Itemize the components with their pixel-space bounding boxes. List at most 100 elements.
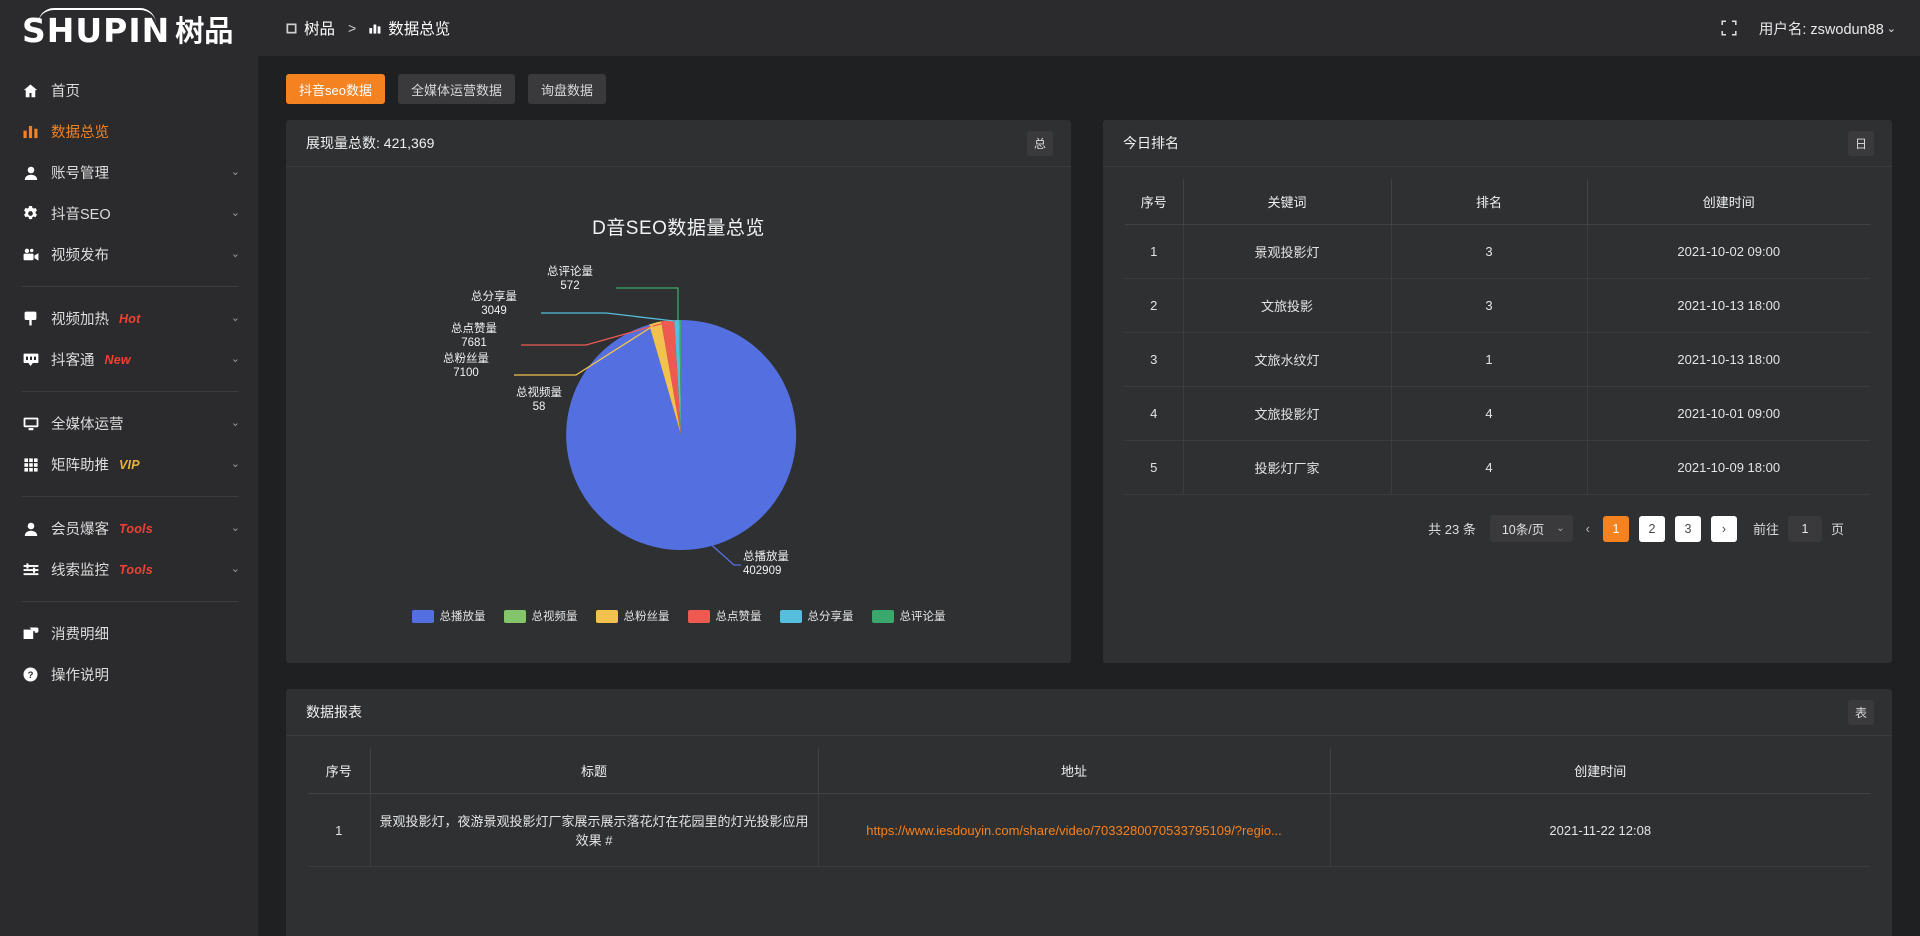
sidebar-item-member-boost[interactable]: 会员爆客 Tools ⌄ [0, 508, 258, 549]
pie-slice-likes[interactable] [661, 320, 681, 435]
ranking-cell-rank: 4 [1391, 440, 1588, 495]
ranking-cell-keyword: 景观投影灯 [1183, 224, 1392, 279]
question-circle-icon: ? [20, 667, 41, 683]
pagination-jump-input[interactable] [1787, 515, 1822, 542]
chevron-down-icon: ⌄ [1886, 22, 1896, 35]
legend-swatch-fans [595, 609, 618, 623]
sidebar-item-douketong[interactable]: 抖客通 New ⌄ [0, 339, 258, 380]
legend-swatch-comments [871, 609, 894, 623]
sidebar-item-consumption-detail[interactable]: 消费明细 [0, 613, 258, 654]
pagination-page-3[interactable]: 3 [1674, 515, 1701, 542]
page-size-value: 10条/页 [1501, 523, 1545, 537]
pagination-next-button[interactable]: › [1710, 515, 1737, 542]
sidebar-label-member-boost: 会员爆客 [51, 522, 109, 538]
report-table-header-row: 序号 标题 地址 创建时间 [308, 748, 1870, 794]
chart-card: 展现量总数: 421,369 总 D音SEO数据量总览 [286, 120, 1071, 663]
fullscreen-icon[interactable] [1721, 20, 1737, 36]
brand-logo[interactable]: SHUPIN 树品 [0, 0, 258, 56]
ranking-cell-index: 3 [1125, 332, 1184, 387]
legend-item-playback[interactable]: 总播放量 [411, 608, 486, 624]
sidebar-item-account-management[interactable]: 账号管理 ⌄ [0, 152, 258, 193]
gear-icon [20, 206, 41, 222]
legend-item-shares[interactable]: 总分享量 [779, 608, 854, 624]
chevron-down-icon: ⌄ [230, 458, 240, 470]
pagination-total: 共 23 条 [1428, 522, 1476, 537]
ranking-title: 今日排名 [1123, 135, 1179, 151]
chevron-down-icon: ⌄ [230, 563, 240, 575]
pagination-page-1[interactable]: 1 [1602, 515, 1629, 542]
sidebar-item-douyin-seo[interactable]: 抖音SEO ⌄ [0, 193, 258, 234]
breadcrumb-separator: > [348, 20, 357, 36]
chart-card-header: 展现量总数: 421,369 总 [286, 120, 1071, 167]
tab-douyin-seo[interactable]: 抖音seo数据 [286, 74, 385, 104]
sidebar-label-douketong: 抖客通 [51, 353, 95, 369]
ranking-period-day-button[interactable]: 日 [1848, 130, 1874, 156]
sidebar-item-omni-media[interactable]: 全媒体运营 ⌄ [0, 403, 258, 444]
page-size-select[interactable]: 10条/页 ⌄ [1489, 515, 1573, 542]
chart-bar-icon [369, 23, 381, 34]
legend-item-comments[interactable]: 总评论量 [871, 608, 946, 624]
tab-omni-media[interactable]: 全媒体运营数据 [397, 74, 515, 104]
ranking-col-index: 序号 [1125, 179, 1184, 225]
legend-item-fans[interactable]: 总粉丝量 [595, 608, 670, 624]
legend-label-comments: 总评论量 [899, 611, 946, 623]
table-row[interactable]: 2 文旅投影 3 2021-10-13 18:00 [1125, 278, 1870, 333]
sliders-icon [20, 562, 41, 578]
pagination-page-2[interactable]: 2 [1638, 515, 1665, 542]
table-row[interactable]: 1 景观投影灯 3 2021-10-02 09:00 [1125, 224, 1870, 279]
sidebar-label-video-boost: 视频加热 [51, 312, 109, 328]
table-row[interactable]: 4 文旅投影灯 4 2021-10-01 09:00 [1125, 386, 1870, 441]
user-menu[interactable]: 用户名: zswodun88 ⌄ [1759, 18, 1896, 39]
sidebar-divider-4 [22, 601, 238, 602]
sidebar-badge-vip: VIP [119, 457, 140, 472]
sidebar-item-data-overview[interactable]: 数据总览 [0, 111, 258, 152]
report-cell-index: 1 [308, 793, 371, 867]
table-row[interactable]: 1 景观投影灯，夜游景观投影灯厂家展示展示落花灯在花园里的灯光投影应用效果 # … [308, 793, 1870, 867]
chart-title: D音SEO数据量总览 [592, 218, 765, 239]
breadcrumb-current-label: 数据总览 [388, 21, 451, 38]
ranking-pagination: 共 23 条 10条/页 ⌄ ‹ 1 2 3 › 前往 [1125, 495, 1870, 542]
table-row[interactable]: 3 文旅水纹灯 1 2021-10-13 18:00 [1125, 332, 1870, 387]
sidebar-item-instructions[interactable]: ? 操作说明 [0, 654, 258, 695]
chevron-down-icon: ⌄ [230, 207, 240, 219]
tab-inquiry[interactable]: 询盘数据 [527, 74, 606, 104]
ranking-cell-index: 5 [1125, 440, 1184, 495]
sidebar-badge-tools-member: Tools [119, 521, 153, 536]
sidebar-item-matrix-push[interactable]: 矩阵助推 VIP ⌄ [0, 444, 258, 485]
sidebar-label-lead-monitor: 线索监控 [51, 563, 109, 579]
impressions-total-label: 展现量总数: 421,369 [306, 135, 435, 151]
pie-slice-shares[interactable] [674, 319, 681, 435]
pagination-prev-button[interactable]: ‹ [1585, 521, 1590, 536]
ranking-cell-rank: 3 [1391, 278, 1588, 333]
sidebar-label-instructions: 操作说明 [51, 668, 109, 684]
sidebar-item-home[interactable]: 首页 [0, 70, 258, 111]
sidebar-item-video-boost[interactable]: 视频加热 Hot ⌄ [0, 298, 258, 339]
svg-text:?: ? [28, 670, 34, 681]
ranking-cell-created: 2021-10-13 18:00 [1587, 278, 1870, 333]
report-video-link[interactable]: https://www.iesdouyin.com/share/video/70… [866, 822, 1282, 838]
report-cell-url[interactable]: https://www.iesdouyin.com/share/video/70… [818, 793, 1331, 867]
report-col-url: 地址 [818, 748, 1331, 794]
sidebar-label-account-management: 账号管理 [51, 166, 109, 182]
breadcrumb-root[interactable]: 树品 [286, 17, 335, 39]
sidebar-item-lead-monitor[interactable]: 线索监控 Tools ⌄ [0, 549, 258, 590]
chart-period-total-button[interactable]: 总 [1027, 130, 1053, 156]
report-table-view-button[interactable]: 表 [1848, 699, 1874, 725]
sidebar-divider-2 [22, 391, 238, 392]
ranking-card: 今日排名 日 序号 关键词 排名 创建时间 [1103, 120, 1892, 663]
ranking-col-created: 创建时间 [1587, 179, 1870, 225]
breadcrumb-root-label: 树品 [304, 21, 336, 38]
sidebar-item-video-publish[interactable]: 视频发布 ⌄ [0, 234, 258, 275]
home-icon [20, 83, 41, 99]
table-row[interactable]: 5 投影灯厂家 4 2021-10-09 18:00 [1125, 440, 1870, 495]
legend-item-videos[interactable]: 总视频量 [503, 608, 578, 624]
pie-slice-fans[interactable] [649, 321, 681, 435]
leader-line-shares [541, 312, 675, 322]
legend-swatch-videos [503, 609, 526, 623]
pie-label-playback: 总播放量 402909 [743, 551, 789, 577]
wallet-icon [20, 626, 41, 642]
pie-slice-playback[interactable] [566, 319, 797, 550]
pie-chart: D音SEO数据量总览 [286, 167, 1071, 663]
legend-item-likes[interactable]: 总点赞量 [687, 608, 762, 624]
